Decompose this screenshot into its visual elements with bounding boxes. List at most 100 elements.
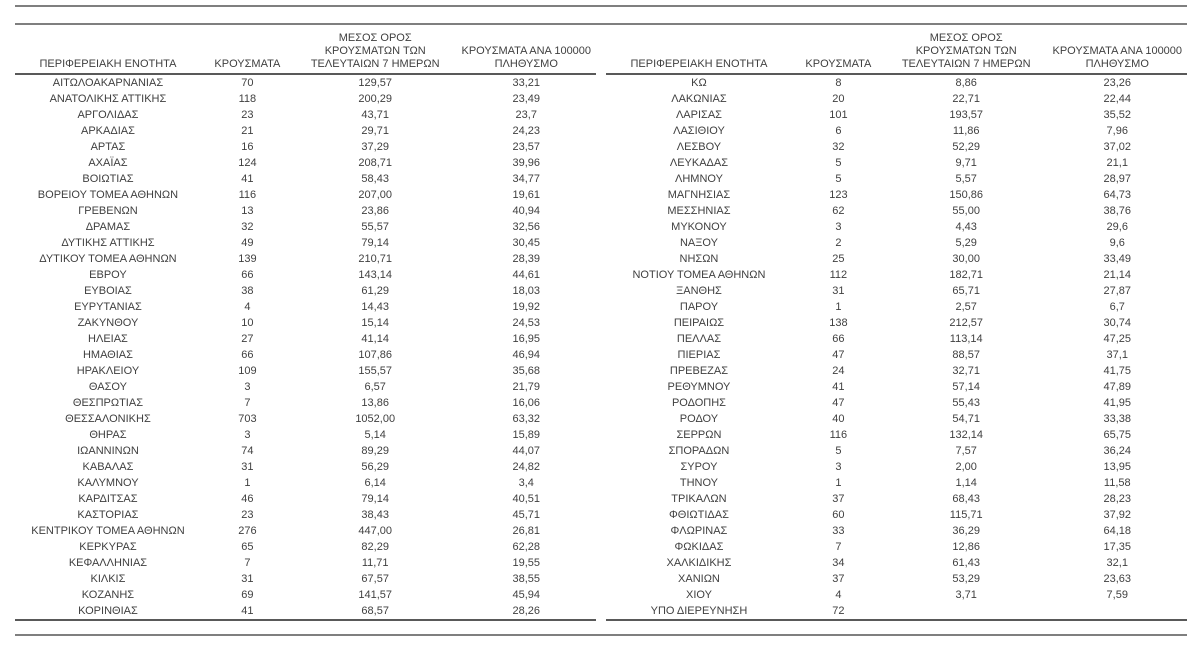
table-row: ΑΡΓΟΛΙΔΑΣ 23 43,71 23,7	[15, 107, 596, 123]
per100k-cell: 44,61	[512, 269, 541, 281]
table-row: ΑΝΑΤΟΛΙΚΗΣ ΑΤΤΙΚΗΣ 118 200,29 23,49	[15, 91, 596, 107]
table-row: ΞΑΝΘΗΣ 31 65,71 27,87	[606, 283, 1187, 299]
per100k-cell: 22,44	[1103, 93, 1132, 105]
region-cell: ΦΩΚΙΔΑΣ	[674, 541, 724, 553]
region-cell: ΠΕΙΡΑΙΩΣ	[673, 317, 725, 329]
avg7-cell: 2,57	[955, 301, 977, 313]
table-row: ΡΕΘΥΜΝΟΥ 41 57,14 47,89	[606, 379, 1187, 395]
header-per100k: ΚΡΟΥΣΜΑΤΑ ΑΝΑ 100000 ΠΛΗΘΥΣΜΟ	[1047, 32, 1187, 75]
cases-cell: 101	[829, 109, 848, 121]
cases-cell: 21	[241, 125, 254, 137]
table-row: ΝΗΣΩΝ 25 30,00 33,49	[606, 251, 1187, 267]
avg7-cell: 8,86	[955, 77, 977, 89]
table-row: ΦΛΩΡΙΝΑΣ 33 36,29 64,18	[606, 523, 1187, 539]
region-cell: ΠΙΕΡΙΑΣ	[677, 349, 721, 361]
per100k-cell: 28,97	[1103, 173, 1132, 185]
region-cell: ΚΟΖΑΝΗΣ	[81, 589, 135, 601]
region-cell: ΗΡΑΚΛΕΙΟΥ	[76, 365, 140, 377]
avg7-cell: 67,57	[361, 573, 389, 585]
avg7-cell: 43,71	[361, 109, 389, 121]
avg7-cell: 208,71	[358, 157, 393, 169]
header-cases: ΚΡΟΥΣΜΑΤΑ	[200, 32, 294, 75]
table-row: ΗΜΑΘΙΑΣ 66 107,86 46,94	[15, 347, 596, 363]
table-row: ΛΑΡΙΣΑΣ 101 193,57 35,52	[606, 107, 1187, 123]
table-row: ΚΑΒΑΛΑΣ 31 56,29 24,82	[15, 459, 596, 475]
table-row: ΘΗΡΑΣ 3 5,14 15,89	[15, 427, 596, 443]
per100k-cell: 15,89	[512, 429, 541, 441]
cases-cell: 6	[835, 125, 842, 137]
avg7-cell: 32,71	[952, 365, 980, 377]
region-cell: ΘΑΣΟΥ	[88, 381, 127, 393]
avg7-cell: 88,57	[952, 349, 980, 361]
cases-cell: 5	[835, 173, 842, 185]
cases-cell: 37	[832, 573, 845, 585]
cases-cell: 3	[244, 381, 251, 393]
per100k-cell: 45,71	[512, 509, 541, 521]
cases-cell: 66	[832, 333, 845, 345]
per100k-cell: 32,1	[1106, 557, 1128, 569]
avg7-cell: 13,86	[361, 397, 389, 409]
header-per100k: ΚΡΟΥΣΜΑΤΑ ΑΝΑ 100000 ΠΛΗΘΥΣΜΟ	[456, 32, 596, 75]
avg7-cell: 57,14	[952, 381, 980, 393]
per100k-cell: 62,28	[512, 541, 541, 553]
region-cell: ΚΩ	[691, 77, 707, 89]
avg7-cell: 150,86	[949, 189, 984, 201]
avg7-cell: 129,57	[358, 77, 393, 89]
table-row: ΦΩΚΙΔΑΣ 7 12,86 17,35	[606, 539, 1187, 555]
avg7-cell: 9,71	[955, 157, 977, 169]
table-row: ΛΕΣΒΟΥ 32 52,29 37,02	[606, 139, 1187, 155]
per100k-cell: 28,23	[1103, 493, 1132, 505]
cases-cell: 41	[200, 603, 294, 621]
region-cell: ΚΟΡΙΝΘΙΑΣ	[15, 603, 201, 621]
cases-cell: 23	[241, 109, 254, 121]
region-cell: ΕΥΒΟΙΑΣ	[84, 285, 132, 297]
per100k-cell: 23,49	[512, 93, 541, 105]
avg7-cell: 54,71	[952, 413, 980, 425]
avg7-cell: 29,71	[361, 125, 389, 137]
avg7-cell: 212,57	[949, 317, 984, 329]
region-cell: ΤΡΙΚΑΛΩΝ	[671, 493, 727, 505]
per100k-cell: 23,7	[515, 109, 537, 121]
region-cell: ΑΡΤΑΣ	[90, 141, 126, 153]
cases-cell: 70	[241, 77, 254, 89]
table-row: ΠΕΙΡΑΙΩΣ 138 212,57 30,74	[606, 315, 1187, 331]
region-cell: ΠΑΡΟΥ	[679, 301, 719, 313]
per100k-cell: 45,94	[512, 589, 541, 601]
avg7-cell: 38,43	[361, 509, 389, 521]
table-row: ΡΟΔΟΠΗΣ 47 55,43 41,95	[606, 395, 1187, 411]
cases-cell: 7	[244, 397, 251, 409]
avg7-cell: 55,43	[952, 397, 980, 409]
per100k-cell: 23,57	[512, 141, 541, 153]
cases-cell: 41	[241, 173, 254, 185]
per100k-cell: 26,81	[512, 525, 541, 537]
region-cell: ΠΕΛΛΑΣ	[676, 333, 722, 345]
table-row: ΜΑΓΝΗΣΙΑΣ 123 150,86 64,73	[606, 187, 1187, 203]
cases-cell: 41	[832, 381, 845, 393]
region-cell: ΡΟΔΟΥ	[679, 413, 719, 425]
region-cell: ΞΑΝΘΗΣ	[676, 285, 722, 297]
table-row: ΤΗΝΟΥ 1 1,14 11,58	[606, 475, 1187, 491]
table-row: ΖΑΚΥΝΘΟΥ 10 15,14 24,53	[15, 315, 596, 331]
avg7-cell: 5,14	[364, 429, 386, 441]
per100k-cell: 65,75	[1103, 429, 1132, 441]
region-cell: ΘΗΡΑΣ	[89, 429, 127, 441]
region-cell: ΣΕΡΡΩΝ	[676, 429, 722, 441]
avg7-cell: 68,43	[952, 493, 980, 505]
region-cell: ΒΟΙΩΤΙΑΣ	[82, 173, 134, 185]
table-row: ΔΥΤΙΚΗΣ ΑΤΤΙΚΗΣ 49 79,14 30,45	[15, 235, 596, 251]
avg7-cell: 5,57	[955, 173, 977, 185]
per100k-cell: 39,96	[512, 157, 541, 169]
per100k-cell: 47,25	[1103, 333, 1132, 345]
avg7-cell: 210,71	[358, 253, 393, 265]
cases-cell: 1	[244, 477, 251, 489]
region-cell: ΚΕΡΚΥΡΑΣ	[79, 541, 137, 553]
table-row: ΜΕΣΣΗΝΙΑΣ 62 55,00 38,76	[606, 203, 1187, 219]
cases-cell: 65	[241, 541, 254, 553]
cases-cell: 46	[241, 493, 254, 505]
per100k-cell: 24,23	[512, 125, 541, 137]
avg7-cell: 193,57	[949, 109, 984, 121]
avg7-cell: 30,00	[952, 253, 980, 265]
per100k-cell: 64,73	[1103, 189, 1132, 201]
table-row: ΕΥΒΟΙΑΣ 38 61,29 18,03	[15, 283, 596, 299]
cases-cell: 123	[829, 189, 848, 201]
